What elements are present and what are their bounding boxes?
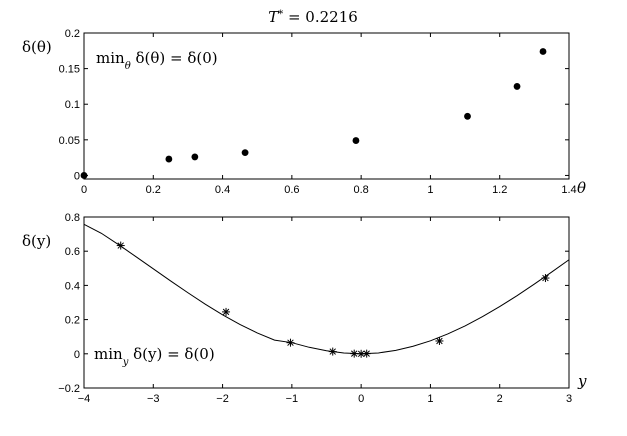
top-data-point [464,112,471,120]
bottom-y-tick-label: 0 [74,349,80,361]
top-y-tick-label: 0.15 [59,64,80,76]
top-panel: 0 0.2 0.4 0.6 0.8 1 1.2 1.4 0 0.05 0.1 0.15 0.2 δ(θ… [22,28,586,197]
top-y-tick-label: 0 [74,170,80,182]
top-x-ticks: 0 0.2 0.4 0.6 0.8 1 1.2 1.4 [81,33,577,196]
bottom-x-tick-label: 3 [566,393,572,405]
top-data-point [513,83,521,90]
top-x-tick-label: 0 [81,184,87,196]
top-data-point [539,48,547,55]
bottom-x-tick-label: −4 [78,393,91,405]
bottom-data-point [222,307,231,316]
top-y-tick-label: 0.05 [59,135,80,147]
top-data-point [241,149,249,157]
top-x-tick-label: 0.4 [215,184,230,196]
bottom-data-point [328,347,337,356]
bottom-x-tick-label: 0 [358,393,364,405]
bottom-x-tick-label: 1 [427,393,433,405]
bottom-y-ticks: −0.2 0 0.2 0.4 0.6 0.8 [58,212,569,395]
bottom-y-tick-label: 0.6 [65,246,80,258]
top-x-tick-label: 1.4 [561,184,576,196]
top-y-axis-label: δ(θ) [22,38,52,56]
top-y-tick-label: 0.2 [65,28,80,40]
bottom-y-tick-label: 0.8 [65,212,80,224]
top-x-tick-label: 0.6 [284,184,299,196]
top-data-point [80,172,88,179]
bottom-x-axis-label: y [577,372,587,390]
top-x-axis-label: θ [577,179,586,197]
top-x-tick-label: 0.8 [353,184,368,196]
bottom-asterisk-points [116,241,550,358]
bottom-y-tick-label: 0.4 [65,280,80,292]
bottom-data-point [350,349,359,358]
bottom-x-tick-label: −2 [216,393,229,405]
top-y-tick-label: 0.1 [65,99,80,111]
bottom-data-point [116,241,125,250]
bottom-y-tick-label: −0.2 [58,383,80,395]
top-data-point [191,153,199,161]
top-y-ticks: 0 0.05 0.1 0.15 0.2 [59,28,569,182]
bottom-data-point [541,274,550,283]
bottom-series-curve [83,223,570,355]
bottom-x-tick-label: −3 [147,393,160,405]
bottom-x-tick-label: 2 [497,393,503,405]
top-data-point [165,155,173,163]
top-x-tick-label: 1 [427,184,433,196]
bottom-data-point [435,336,444,345]
bottom-annotation: miny δ(y) = δ(0) [94,345,215,368]
top-x-tick-label: 0.2 [146,184,161,196]
bottom-x-tick-label: −1 [286,393,299,405]
top-annotation: minθ δ(θ) = δ(0) [96,49,218,72]
top-scatter-points [80,48,547,179]
top-axes-frame [83,32,570,180]
bottom-data-point [286,338,295,347]
bottom-data-point [362,349,371,358]
bottom-x-ticks: −4 −3 −2 −1 0 1 2 3 [78,217,572,405]
figure-title: T* = 0.2216 [268,8,358,26]
top-data-point [352,137,360,144]
bottom-y-axis-label: δ(y) [22,232,51,250]
top-x-tick-label: 1.2 [492,184,507,196]
bottom-y-tick-label: 0.2 [65,315,80,327]
bottom-axes-frame [83,216,570,389]
bottom-panel: −4 −3 −2 −1 0 1 2 3 −0.2 0 0.2 0.4 0.6 0.8 δ(y) y mi… [22,212,587,405]
